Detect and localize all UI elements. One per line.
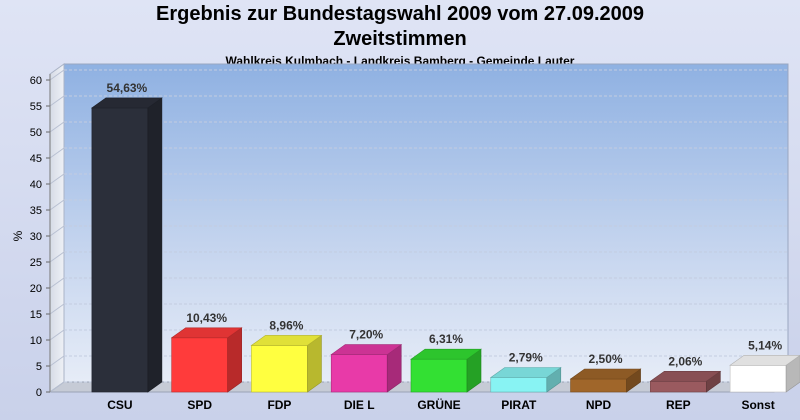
bar (171, 337, 228, 393)
bar-top (489, 367, 562, 378)
data-label: 2,06% (668, 354, 702, 368)
bar-top (410, 348, 482, 360)
bar (650, 380, 707, 393)
bar (729, 364, 787, 393)
y-tick-label: 10 (30, 335, 42, 347)
bar-top (250, 335, 323, 346)
category-label: SPD (187, 398, 212, 412)
chart-subtitle: Zweitstimmen (333, 28, 467, 50)
bar-top (90, 97, 163, 109)
gridline-side (49, 225, 65, 237)
data-label: 10,43% (186, 311, 227, 325)
category-label: Sonst (741, 398, 774, 412)
bar-top (729, 354, 800, 366)
data-label: 5,14% (748, 338, 782, 352)
gridline-side (49, 147, 65, 159)
bar (91, 107, 149, 393)
plot-back-wall (63, 63, 789, 383)
y-tick-label: 5 (36, 361, 42, 373)
data-label: 2,79% (509, 350, 543, 364)
gridline-side (49, 277, 65, 289)
bar-side (227, 327, 242, 393)
gridline-side (49, 121, 65, 133)
chart-title: Ergebnis zur Bundestagswahl 2009 vom 27.… (156, 3, 644, 25)
bar (570, 378, 627, 393)
bar (251, 345, 308, 393)
data-label: 54,63% (107, 81, 148, 95)
gridline-side (49, 303, 65, 315)
y-tick-label: 60 (30, 75, 42, 87)
category-label: CSU (107, 398, 132, 412)
gridline-side (49, 355, 65, 367)
data-label: 8,96% (269, 318, 303, 332)
bar (330, 354, 388, 393)
bar-top (649, 370, 722, 382)
gridline-side (49, 199, 65, 211)
data-label: 2,50% (589, 352, 623, 366)
category-label: FDP (267, 398, 291, 412)
y-tick-label: 45 (30, 153, 42, 165)
bar-top (569, 368, 642, 380)
category-label: REP (666, 398, 691, 412)
gridline-side (49, 329, 65, 341)
y-axis-label: % (11, 230, 25, 241)
y-tick-label: 0 (36, 387, 42, 399)
category-label: PIRAT (501, 398, 537, 412)
bar-top (170, 327, 243, 339)
bar (410, 358, 468, 393)
y-tick-label: 40 (30, 179, 42, 191)
bar (490, 377, 548, 393)
y-tick-label: 55 (30, 101, 42, 113)
y-tick-label: 15 (30, 309, 42, 321)
gridline-side (49, 173, 65, 185)
bar-top (330, 344, 403, 355)
bar-side (147, 97, 163, 393)
y-tick-label: 50 (30, 127, 42, 139)
category-label: DIE L (344, 398, 375, 412)
data-label: 7,20% (349, 328, 383, 342)
gridline-side (49, 95, 65, 107)
y-tick-label: 35 (30, 205, 42, 217)
y-tick-label: 30 (30, 231, 42, 243)
category-label: GRÜNE (417, 397, 460, 412)
y-tick-label: 25 (30, 257, 42, 269)
gridline-side (49, 381, 65, 393)
data-label: 6,31% (429, 332, 463, 346)
y-tick-label: 20 (30, 283, 42, 295)
category-label: NPD (586, 398, 612, 412)
gridline-side (49, 251, 65, 263)
gridline-side (49, 69, 65, 81)
